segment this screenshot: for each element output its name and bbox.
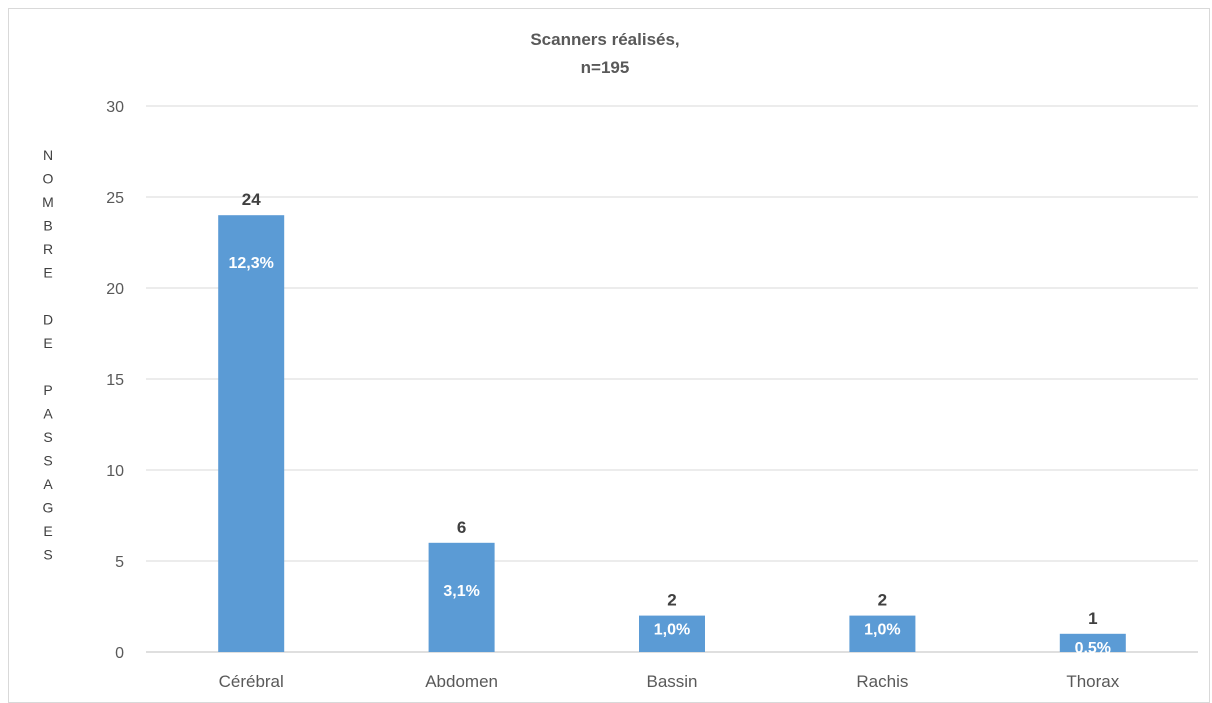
bar-value-label: 24: [242, 190, 261, 209]
bar-percent-label: 1,0%: [864, 622, 900, 639]
bar-value-label: 6: [457, 518, 466, 537]
y-axis-label-char: P: [43, 382, 52, 398]
category-label: Cérébral: [219, 672, 284, 691]
y-axis-label-char: E: [43, 523, 52, 539]
y-axis-label-char: G: [43, 500, 54, 516]
y-axis-label-char: N: [43, 147, 53, 163]
y-tick-labels: 0 5 10 15 20 25 30: [106, 99, 124, 662]
y-tick-label: 25: [106, 190, 124, 207]
category-label: Rachis: [856, 672, 908, 691]
bar-value-label: 2: [878, 591, 887, 610]
y-axis-label-char: S: [43, 453, 52, 469]
bar: [639, 615, 705, 652]
bar-percent-label: 3,1%: [443, 583, 479, 600]
y-axis-label-char: D: [43, 312, 53, 328]
bar-percent-label: 12,3%: [229, 255, 274, 272]
bar-percent-label: 1,0%: [654, 622, 690, 639]
y-axis-label-char: E: [43, 335, 52, 351]
bar-percent-label: 0,5%: [1075, 640, 1111, 657]
y-axis-label-char: E: [43, 265, 52, 281]
y-axis-label-char: O: [43, 171, 54, 187]
y-axis-label-char: S: [43, 547, 52, 563]
chart-title-line1: Scanners réalisés,: [530, 30, 679, 49]
y-axis-label-char: R: [43, 241, 53, 257]
bars: 24 12,3% 6 3,1% 2 1,0% 2 1,0% 1 0,5%: [218, 190, 1126, 657]
bar-value-label: 1: [1088, 609, 1097, 628]
y-axis-label-char: A: [43, 476, 53, 492]
y-tick-label: 15: [106, 372, 124, 389]
category-labels: Cérébral Abdomen Bassin Rachis Thorax: [219, 672, 1120, 691]
bar-value-label: 2: [667, 591, 676, 610]
category-label: Abdomen: [425, 672, 498, 691]
chart-frame: [8, 8, 1210, 703]
bar: [428, 542, 495, 652]
gridlines: [146, 105, 1198, 653]
y-tick-label: 5: [115, 554, 124, 571]
y-axis-label-char: A: [43, 406, 53, 422]
chart-title-line2: n=195: [581, 58, 630, 77]
y-axis-label-char: B: [43, 218, 52, 234]
y-tick-label: 10: [106, 463, 124, 480]
bar: [849, 615, 916, 652]
y-tick-label: 20: [106, 281, 124, 298]
y-tick-label: 30: [106, 99, 124, 116]
y-axis-label-char: S: [43, 429, 52, 445]
y-tick-label: 0: [115, 645, 124, 662]
category-label: Thorax: [1066, 672, 1119, 691]
bar: [218, 215, 285, 652]
bar: [1059, 633, 1126, 652]
y-axis-label-char: M: [42, 194, 54, 210]
category-label: Bassin: [646, 672, 697, 691]
